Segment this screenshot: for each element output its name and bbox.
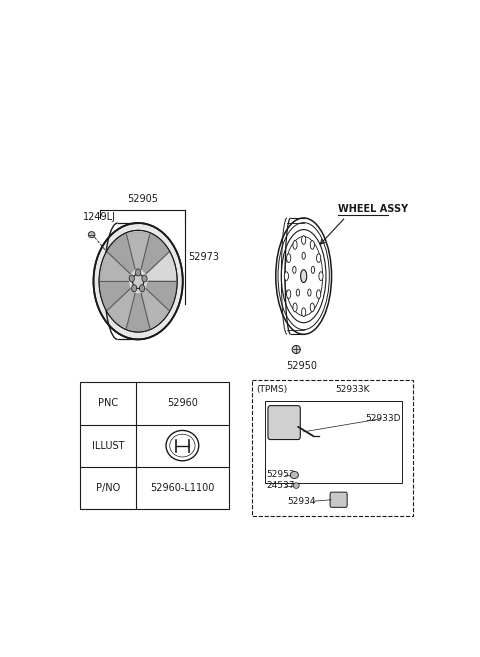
Circle shape (142, 275, 147, 282)
Polygon shape (100, 232, 176, 330)
Ellipse shape (293, 303, 297, 311)
Circle shape (135, 269, 141, 276)
Ellipse shape (132, 274, 144, 288)
FancyBboxPatch shape (330, 492, 347, 507)
Bar (264, 401, 402, 483)
Ellipse shape (296, 289, 300, 296)
Text: 52950: 52950 (286, 361, 317, 371)
Text: 52973: 52973 (188, 252, 219, 262)
Ellipse shape (302, 252, 305, 260)
Ellipse shape (287, 254, 291, 262)
Text: 52905: 52905 (127, 194, 158, 204)
Bar (81, 382, 229, 509)
Text: P/NO: P/NO (96, 483, 120, 493)
Bar (252, 380, 413, 516)
Ellipse shape (293, 266, 296, 273)
Polygon shape (126, 232, 150, 269)
Ellipse shape (292, 346, 300, 353)
Text: 1249LJ: 1249LJ (84, 212, 117, 222)
Polygon shape (100, 252, 130, 281)
Polygon shape (100, 281, 130, 310)
Ellipse shape (311, 266, 314, 273)
Polygon shape (108, 288, 135, 328)
Text: 52933K: 52933K (336, 386, 370, 394)
Text: 24537: 24537 (266, 481, 295, 490)
Ellipse shape (308, 289, 311, 296)
Ellipse shape (94, 223, 183, 340)
Polygon shape (108, 234, 135, 274)
Polygon shape (146, 281, 176, 310)
Ellipse shape (300, 270, 307, 283)
Text: ILLUST: ILLUST (92, 441, 124, 451)
Text: (TPMS): (TPMS) (256, 386, 288, 394)
Text: 52934: 52934 (287, 497, 315, 506)
Circle shape (132, 284, 137, 292)
Ellipse shape (316, 254, 321, 262)
Polygon shape (126, 294, 150, 330)
Ellipse shape (310, 303, 314, 311)
Ellipse shape (319, 272, 323, 281)
FancyBboxPatch shape (268, 405, 300, 440)
Text: WHEEL ASSY: WHEEL ASSY (338, 204, 408, 214)
Ellipse shape (99, 231, 177, 332)
Circle shape (140, 284, 144, 292)
Ellipse shape (316, 290, 321, 298)
Ellipse shape (88, 232, 95, 238)
Ellipse shape (290, 472, 299, 478)
Ellipse shape (284, 272, 288, 281)
Text: 52933D: 52933D (365, 415, 400, 423)
Polygon shape (141, 288, 169, 328)
Text: 52960: 52960 (167, 398, 198, 409)
Ellipse shape (301, 236, 306, 244)
Polygon shape (141, 234, 169, 274)
Ellipse shape (301, 308, 306, 317)
Text: 52953: 52953 (266, 470, 295, 480)
Ellipse shape (293, 240, 297, 249)
Ellipse shape (287, 290, 291, 298)
Ellipse shape (310, 240, 314, 249)
Circle shape (129, 275, 134, 282)
Text: PNC: PNC (98, 398, 118, 409)
Text: 52960-L1100: 52960-L1100 (150, 483, 215, 493)
Ellipse shape (293, 483, 299, 488)
